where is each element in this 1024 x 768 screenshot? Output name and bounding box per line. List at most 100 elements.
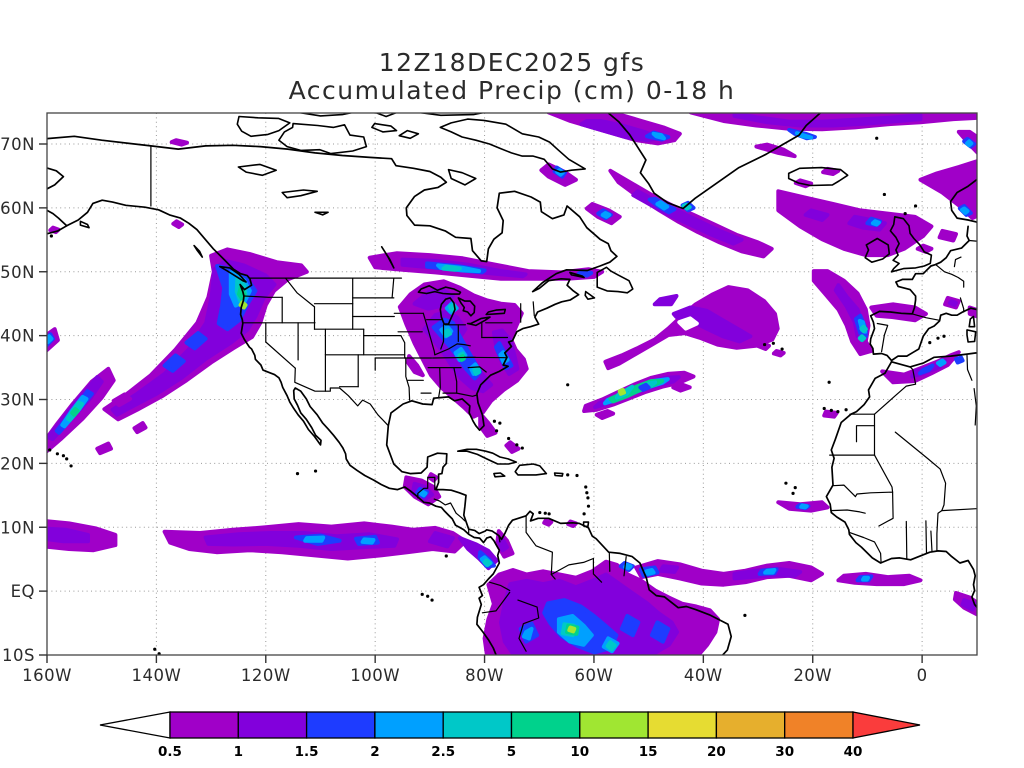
island-outline [79, 220, 90, 229]
precip-region [132, 421, 148, 435]
precip-region [870, 219, 881, 227]
island-dot [69, 464, 73, 468]
precip-region [948, 299, 958, 307]
colorbar-tick-label: 20 [707, 744, 726, 760]
x-tick-label: 60W [575, 666, 614, 685]
precip-region [861, 575, 870, 582]
precip-shading [47, 113, 977, 655]
precip-region [472, 366, 482, 376]
precip-region [442, 328, 453, 338]
x-tick-label: 20W [793, 666, 832, 685]
precip-region [567, 625, 577, 634]
island-outline [237, 163, 277, 177]
island-outline [447, 168, 477, 186]
island-dot [520, 446, 524, 450]
precip-region [655, 200, 670, 211]
y-tick-label: 70N [0, 135, 35, 154]
island-dot [494, 429, 499, 433]
precip-region [644, 568, 656, 576]
political-border [830, 509, 866, 514]
precip-region [649, 620, 671, 644]
coastline [606, 113, 822, 210]
political-border [966, 354, 973, 381]
island-outline [457, 297, 476, 317]
y-tick-label: 20N [0, 454, 35, 473]
island-dot [55, 452, 59, 456]
island-dot [157, 652, 161, 655]
precip-region [594, 409, 616, 420]
y-tick-label: 50N [0, 263, 35, 282]
island-dot [65, 457, 69, 461]
coastline [890, 352, 977, 368]
precip-region [478, 411, 498, 438]
precip-region [184, 331, 208, 351]
island-dot [153, 647, 157, 651]
precip-region [427, 531, 455, 549]
precip-region [936, 358, 947, 367]
island-outline [584, 290, 596, 300]
political-border [532, 301, 535, 317]
precip-region [406, 354, 425, 378]
island-dot [566, 383, 570, 387]
precip-region [497, 537, 509, 553]
political-border [265, 341, 296, 369]
island-outline [281, 189, 318, 199]
political-border [911, 313, 941, 321]
political-border [438, 367, 441, 399]
precip-region [965, 139, 974, 148]
political-border [517, 599, 540, 652]
precip-region [617, 387, 626, 396]
political-border [873, 366, 917, 415]
island-dot [762, 342, 767, 347]
x-tick-label: 80W [465, 666, 504, 685]
colorbar-tick-label: 5 [507, 744, 516, 760]
precip-region [47, 334, 54, 344]
map-frame [46, 112, 978, 656]
precip-region [857, 334, 867, 343]
island-dot [836, 410, 840, 414]
political-border [968, 239, 977, 242]
political-border [941, 508, 977, 512]
political-border [925, 520, 928, 554]
political-border [453, 367, 458, 394]
political-border [488, 581, 511, 592]
precip-region [821, 166, 841, 176]
precip-region [303, 535, 326, 543]
precip-region [799, 503, 809, 510]
colorbar-segment [510, 711, 581, 739]
island-dot [420, 592, 424, 596]
precip-region [652, 294, 679, 307]
precip-region [755, 340, 771, 351]
political-border [894, 431, 947, 551]
precip-region [754, 142, 797, 159]
colorbar-tick-label: 1.5 [295, 744, 319, 760]
precip-region [576, 269, 594, 278]
island-dot [827, 380, 831, 384]
colorbar-right-arrow [852, 711, 921, 739]
precip-region [412, 287, 455, 311]
political-border [832, 484, 856, 498]
island-dot [444, 554, 448, 558]
island-outline [371, 122, 398, 133]
island-dot [882, 192, 886, 197]
precip-region [504, 440, 521, 454]
y-tick-label: 60N [0, 199, 35, 218]
precip-region [619, 614, 641, 638]
political-border [608, 551, 611, 572]
island-outline [278, 122, 368, 155]
political-border [284, 277, 316, 308]
precip-region [671, 382, 692, 393]
island-outline [968, 315, 976, 328]
precip-region [651, 131, 666, 141]
island-dot [584, 485, 588, 489]
island-outline [787, 166, 849, 187]
precip-region [859, 324, 868, 334]
island-outline [380, 246, 395, 269]
colorbar-segment [442, 711, 513, 739]
precip-region [836, 571, 923, 587]
precip-region [70, 407, 80, 417]
precip-region [954, 355, 965, 365]
colorbar-tick-label: 1 [234, 744, 243, 760]
x-tick-label: 40W [684, 666, 723, 685]
